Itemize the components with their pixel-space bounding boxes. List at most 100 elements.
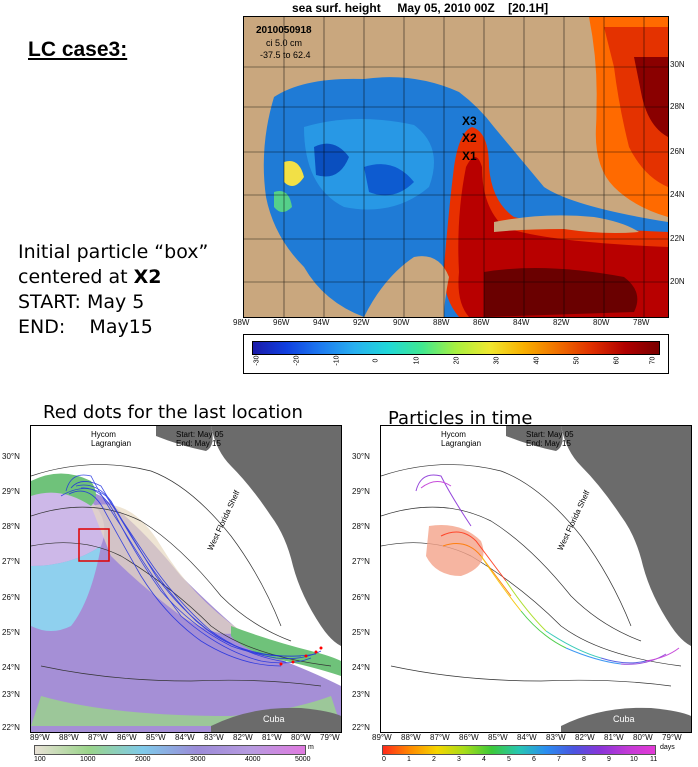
ssh-stamp: 2010050918 bbox=[256, 25, 312, 36]
left-colorbar-tick: 5000 bbox=[295, 756, 311, 763]
ssh-colorbar-ticks: -30 -20 -10 0 10 20 30 40 50 60 70 bbox=[244, 355, 668, 369]
ssh-lat-tick: 24N bbox=[670, 190, 685, 199]
ssh-map-graphic bbox=[244, 17, 668, 317]
ssh-date: May 05, 2010 00Z bbox=[397, 1, 495, 15]
right-model-label: Hycom Lagrangian bbox=[441, 430, 481, 448]
ssh-colorbar-scale bbox=[252, 341, 660, 355]
left-lon-tick: 84°W bbox=[175, 733, 195, 742]
ssh-colorbar-tick: -30 bbox=[253, 355, 261, 366]
left-colorbar-unit: m bbox=[308, 744, 314, 751]
left-lat-tick: 22°N bbox=[2, 723, 20, 732]
left-lon-tick: 89°W bbox=[30, 733, 50, 742]
ssh-colorbar-tick: 20 bbox=[453, 356, 461, 365]
left-lon-tick: 82°W bbox=[233, 733, 253, 742]
left-lat-tick: 30°N bbox=[2, 452, 20, 461]
left-colorbar-tick: 100 bbox=[34, 756, 46, 763]
left-start: Start: May 05 bbox=[176, 430, 224, 439]
ssh-lon-tick: 82W bbox=[553, 318, 570, 327]
ssh-lon-tick: 92W bbox=[353, 318, 370, 327]
ssh-map: 2010050918 ci 5.0 cm -37.5 to 62.4 X3 X2… bbox=[243, 16, 669, 318]
right-lat-tick: 28°N bbox=[352, 522, 370, 531]
left-end: End: May 15 bbox=[176, 439, 221, 448]
ssh-lon-axis: 98W 96W 94W 92W 90W 88W 86W 84W 82W 80W … bbox=[233, 318, 681, 330]
experiment-info: Initial particle “box” centered at X2 ST… bbox=[18, 240, 208, 340]
info-end: END: May15 bbox=[18, 315, 208, 340]
right-lat-tick: 27°N bbox=[352, 557, 370, 566]
ssh-colorbar-tick: 30 bbox=[493, 356, 501, 365]
right-lon-tick: 79°W bbox=[662, 733, 682, 742]
info-center-marker: X2 bbox=[133, 266, 162, 288]
left-panel-caption: Red dots for the last location bbox=[43, 402, 303, 423]
ssh-colorbar-tick: 10 bbox=[413, 356, 421, 365]
right-lat-tick: 23°N bbox=[352, 690, 370, 699]
left-lat-tick: 26°N bbox=[2, 593, 20, 602]
left-lon-tick: 80°W bbox=[291, 733, 311, 742]
left-lon-tick: 86°W bbox=[117, 733, 137, 742]
right-colorbar-tick: 3 bbox=[457, 756, 461, 763]
right-lon-tick: 80°W bbox=[633, 733, 653, 742]
left-lat-tick: 28°N bbox=[2, 522, 20, 531]
right-panel-caption: Particles in time bbox=[388, 408, 533, 429]
right-dates: Start: May 05 End: May 15 bbox=[526, 430, 574, 448]
left-lat-tick: 29°N bbox=[2, 487, 20, 496]
right-trajectory-map: Hycom Lagrangian Start: May 05 End: May 15… bbox=[380, 425, 692, 733]
info-end-value: May15 bbox=[89, 316, 153, 338]
right-lat-tick: 22°N bbox=[352, 723, 370, 732]
right-colorbar bbox=[382, 745, 656, 755]
left-lon-tick: 85°W bbox=[146, 733, 166, 742]
ssh-field: sea surf. height bbox=[292, 1, 381, 15]
left-lat-tick: 23°N bbox=[2, 690, 20, 699]
left-colorbar-tick: 3000 bbox=[190, 756, 206, 763]
ssh-lon-tick: 90W bbox=[393, 318, 410, 327]
ssh-lat-tick: 26N bbox=[670, 147, 685, 156]
right-map-graphic bbox=[381, 426, 691, 732]
left-colorbar-tick: 1000 bbox=[80, 756, 96, 763]
right-lat-tick: 29°N bbox=[352, 487, 370, 496]
right-colorbar-tick: 11 bbox=[650, 756, 658, 763]
right-lon-tick: 89°W bbox=[372, 733, 392, 742]
right-model-sub: Lagrangian bbox=[441, 439, 482, 448]
right-colorbar-tick: 7 bbox=[557, 756, 561, 763]
marker-x2: X2 bbox=[462, 131, 477, 145]
left-colorbar-tick: 4000 bbox=[245, 756, 261, 763]
right-colorbar-tick: 2 bbox=[432, 756, 436, 763]
ssh-lat-tick: 28N bbox=[670, 102, 685, 111]
ssh-hour: [20.1H] bbox=[508, 1, 549, 15]
ssh-lon-tick: 86W bbox=[473, 318, 490, 327]
ssh-range: -37.5 to 62.4 bbox=[260, 50, 311, 60]
right-lon-tick: 83°W bbox=[546, 733, 566, 742]
right-lon-tick: 81°W bbox=[604, 733, 624, 742]
right-colorbar-unit: days bbox=[660, 744, 675, 751]
ssh-colorbar-tick: 50 bbox=[573, 356, 581, 365]
right-colorbar-tick: 1 bbox=[407, 756, 411, 763]
ssh-lon-tick: 94W bbox=[313, 318, 330, 327]
ssh-colorbar-tick: 70 bbox=[649, 356, 657, 365]
left-lon-tick: 87°W bbox=[88, 733, 108, 742]
right-colorbar-tick: 4 bbox=[482, 756, 486, 763]
info-start-value: May 5 bbox=[86, 291, 145, 313]
ssh-colorbar-tick: 60 bbox=[613, 356, 621, 365]
ssh-colorbar-tick: 0 bbox=[372, 358, 380, 363]
info-center-prefix: centered at bbox=[18, 266, 134, 288]
left-colorbar-ticks: 100 1000 2000 3000 4000 5000 bbox=[34, 756, 314, 766]
left-lon-tick: 79°W bbox=[320, 733, 340, 742]
right-lon-tick: 84°W bbox=[517, 733, 537, 742]
left-model-sub: Lagrangian bbox=[91, 439, 132, 448]
right-model-name: Hycom bbox=[441, 430, 466, 439]
right-lat-tick: 30°N bbox=[352, 452, 370, 461]
right-colorbar-tick: 9 bbox=[607, 756, 611, 763]
right-lon-tick: 82°W bbox=[575, 733, 595, 742]
ssh-lon-tick: 78W bbox=[633, 318, 650, 327]
marker-x3: X3 bbox=[462, 114, 477, 128]
left-model-name: Hycom bbox=[91, 430, 116, 439]
ssh-lon-tick: 80W bbox=[593, 318, 610, 327]
left-cuba-label: Cuba bbox=[263, 714, 285, 724]
ssh-lon-tick: 98W bbox=[233, 318, 250, 327]
left-model-label: Hycom Lagrangian bbox=[91, 430, 131, 448]
right-lat-axis: 30°N 29°N 28°N 27°N 26°N 25°N 24°N 23°N … bbox=[352, 425, 380, 732]
right-start: Start: May 05 bbox=[526, 430, 574, 439]
left-lon-tick: 83°W bbox=[204, 733, 224, 742]
left-trajectory-map: Hycom Lagrangian Start: May 05 End: May 15… bbox=[30, 425, 342, 733]
info-start: START: May 5 bbox=[18, 290, 208, 315]
case-title: LC case3: bbox=[28, 38, 128, 61]
